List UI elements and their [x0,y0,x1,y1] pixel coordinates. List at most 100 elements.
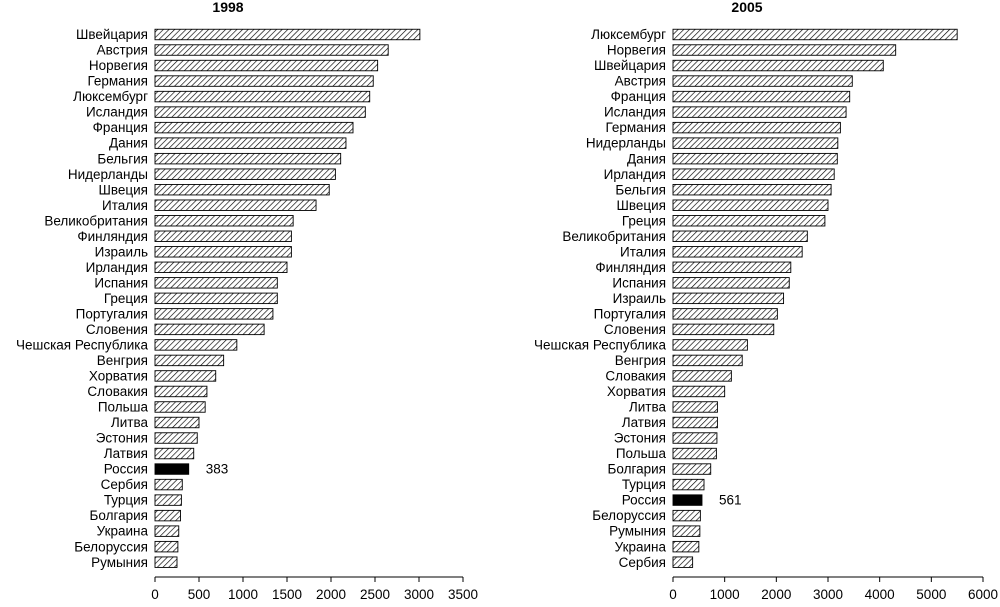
bar [672,168,835,180]
bar [154,323,265,336]
bar [672,215,826,227]
x-tick-label: 5000 [916,587,946,602]
bar [154,59,379,72]
category-label: Швейцария [76,27,148,42]
category-label: Норвегия [89,58,148,73]
category-label: Португалия [76,306,148,321]
x-tick-label: 3000 [404,587,434,602]
bar [672,59,884,72]
bar [154,90,371,103]
category-label: Греция [622,213,666,228]
category-label: Сербия [619,555,666,570]
data-label: 383 [206,462,229,477]
category-label: Швейцария [594,58,666,73]
category-label: Бельгия [615,182,666,197]
category-label: Сербия [101,477,148,492]
x-tick-label: 2000 [316,587,346,602]
x-tick-label: 6000 [968,587,998,602]
data-label: 561 [719,493,742,508]
bar [154,494,182,506]
category-label: Эстония [614,431,666,446]
category-label: Украина [615,539,667,554]
bar-highlight [672,494,703,506]
bar [154,230,292,242]
category-label: Украина [97,524,149,539]
bar [672,385,726,398]
bar [154,261,288,273]
category-label: Бельгия [97,151,148,166]
category-label: Нидерланды [68,167,148,182]
category-label: Нидерланды [586,136,666,151]
bar [154,556,178,568]
bar [154,401,206,413]
category-label: Чешская Республика [534,338,666,353]
bar [672,44,897,56]
bar [154,370,217,382]
bar [672,75,853,87]
bar [154,478,183,491]
category-label: Хорватия [89,369,148,384]
category-label: Португалия [594,306,666,321]
category-label: Испания [612,275,666,290]
bar [154,28,421,41]
category-label: Словакия [87,384,148,399]
category-label: Финляндия [595,260,666,275]
bar [672,401,718,413]
bar [672,292,785,305]
bar [154,121,354,134]
x-tick-label: 3000 [813,587,843,602]
category-label: Турция [622,477,666,492]
category-label: Исландия [604,105,666,120]
bar [154,525,180,537]
category-label: Дания [109,136,148,151]
category-label: Великобритания [44,213,148,228]
category-label: Люксембург [73,89,148,104]
bar [672,416,718,429]
category-label: Великобритания [562,229,666,244]
category-label: Белоруссия [74,539,148,554]
category-label: Венгрия [97,353,148,368]
bar [154,292,278,305]
bar [154,168,336,180]
bar [672,199,829,211]
bar [672,121,841,134]
category-label: Швеция [617,198,667,213]
x-tick-label: 0 [669,587,677,602]
category-label: Италия [102,198,148,213]
bar [672,28,958,41]
bar [154,354,225,367]
panel-title: 1998 [212,0,243,15]
category-label: Ирландия [604,167,666,182]
x-tick-label: 1000 [228,587,258,602]
category-label: Словения [86,322,148,337]
bar [154,215,294,227]
category-label: Австрия [97,43,148,58]
category-label: Ирландия [86,260,148,275]
bar [672,137,839,149]
category-label: Румыния [609,524,666,539]
category-label: Литва [629,400,667,415]
category-label: Польша [616,446,667,461]
bar [672,277,790,289]
bar [154,106,366,118]
category-label: Болгария [608,462,666,477]
category-label: Белоруссия [592,508,666,523]
x-tick-label: 1000 [710,587,740,602]
category-label: Исландия [86,105,148,120]
bar [154,137,347,149]
bar-highlight [154,463,190,475]
bar [672,339,748,351]
bar [154,432,198,444]
category-label: Латвия [104,446,148,461]
category-label: Словения [604,322,666,337]
category-label: Израиль [95,244,148,259]
category-label: Израиль [613,291,666,306]
bar [672,556,694,568]
category-label: Греция [104,291,148,306]
bar [154,339,238,351]
bar [154,44,389,56]
category-label: Польша [98,400,149,415]
bar [672,354,743,367]
category-label: Россия [104,462,148,477]
